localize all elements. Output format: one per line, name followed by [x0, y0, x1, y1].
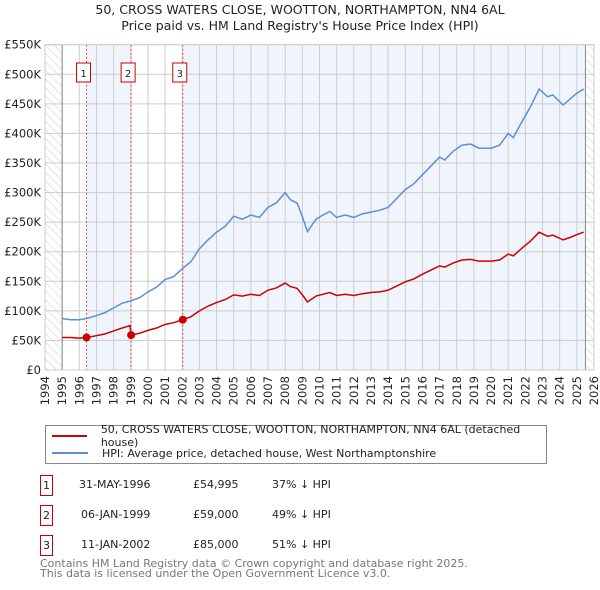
- sale-price: £59,000: [193, 508, 239, 521]
- x-tick-label: 1997: [89, 376, 103, 405]
- plot-area: 1994 1995 1996 1997 1998 1999 2000 2001 2002 2003…: [4, 38, 600, 406]
- sale-hpi-diff: 37% ↓ HPI: [272, 478, 331, 491]
- hatched-no-data-region: [585, 44, 594, 370]
- legend-item-property: 50, CROSS WATERS CLOSE, WOOTTON, NORTHAM…: [46, 423, 546, 449]
- x-tick-label: 2018: [450, 376, 464, 405]
- x-tick-label: 1998: [107, 376, 121, 405]
- x-tick-label: 2016: [415, 376, 429, 405]
- x-tick-label: 1996: [72, 376, 86, 405]
- y-tick-label: £200K: [4, 245, 41, 259]
- y-tick-label: £50K: [12, 333, 42, 347]
- sale-label-box: [120, 62, 136, 83]
- sale-label: 3: [177, 69, 183, 80]
- legend-label: 50, CROSS WATERS CLOSE, WOOTTON, NORTHAM…: [100, 423, 521, 449]
- sale-point: [82, 333, 91, 342]
- footer-licence: This data is licensed under the Open Gov…: [40, 567, 391, 580]
- sale-hpi-diff: 49% ↓ HPI: [272, 508, 331, 521]
- x-tick-label: 2026: [587, 376, 600, 405]
- x-tick-label: 2019: [467, 376, 481, 405]
- x-tick-label: 2006: [244, 376, 258, 405]
- sale-number-badge: 2: [40, 505, 53, 526]
- x-tick-label: 2005: [227, 376, 241, 405]
- legend-item-hpi: HPI: Average price, detached house, West…: [46, 445, 436, 461]
- x-tick-label: 2001: [158, 376, 172, 405]
- sale-price: £85,000: [193, 538, 239, 551]
- x-tick-label: 2012: [347, 376, 361, 405]
- sale-date: 31-MAY-1996: [79, 478, 151, 491]
- sale-label-box: [172, 62, 188, 83]
- price-paid-line: [62, 231, 584, 339]
- x-tick-label: 1995: [55, 376, 69, 405]
- sale-point: [127, 331, 136, 340]
- plot-border: [44, 44, 595, 371]
- legend-swatch-blue: [52, 452, 88, 454]
- footer-copyright: Contains HM Land Registry data © Crown c…: [40, 557, 468, 570]
- footer: Contains HM Land Registry data © Crown c…: [40, 557, 468, 580]
- x-tick-label: 2010: [313, 376, 327, 405]
- legend-swatch-red: [52, 435, 87, 437]
- sale-point: [178, 315, 187, 324]
- x-tick-label: 2013: [364, 376, 378, 405]
- shaded-region: [182, 44, 586, 370]
- x-tick-label: 2022: [518, 376, 532, 405]
- legend-label: HPI: Average price, detached house, West…: [102, 446, 437, 460]
- y-tick-label: £150K: [4, 274, 41, 288]
- hpi-line: [62, 87, 585, 321]
- sale-date: 11-JAN-2002: [81, 538, 151, 551]
- y-tick-label: £450K: [4, 97, 41, 111]
- chart-subtitle: Price paid vs. HM Land Registry's House …: [121, 18, 479, 33]
- sale-price: £54,995: [193, 478, 239, 491]
- sale-label: 2: [125, 69, 131, 80]
- y-tick-label: £550K: [4, 38, 41, 52]
- x-tick-label: 2000: [141, 376, 155, 405]
- y-tick-label: £500K: [4, 67, 41, 81]
- x-tick-label: 2007: [261, 376, 275, 405]
- sale-number-badge: 1: [40, 475, 53, 496]
- y-tick-label: £300K: [4, 186, 41, 200]
- sale-label: 1: [80, 69, 86, 80]
- x-tick-label: 2015: [398, 376, 412, 405]
- shaded-region: [86, 44, 132, 370]
- x-tick-label: 2021: [501, 376, 515, 405]
- y-tick-label: £0: [26, 363, 41, 377]
- legend: 50, CROSS WATERS CLOSE, WOOTTON, NORTHAM…: [45, 423, 547, 464]
- x-tick-label: 2024: [553, 376, 567, 405]
- x-tick-label: 2017: [433, 376, 447, 405]
- x-tick-label: 2002: [175, 376, 189, 405]
- x-tick-label: 2009: [295, 376, 309, 405]
- x-tick-label: 2014: [381, 376, 395, 405]
- y-tick-label: £250K: [4, 215, 41, 229]
- x-tick-label: 2023: [536, 376, 550, 405]
- chart-title: 50, CROSS WATERS CLOSE, WOOTTON, NORTHAM…: [95, 2, 505, 17]
- sale-hpi-diff: 51% ↓ HPI: [272, 538, 331, 551]
- hatched-no-data-region: [45, 44, 63, 370]
- y-tick-label: £350K: [4, 156, 41, 170]
- y-tick-label: £100K: [4, 304, 41, 318]
- x-tick-label: 2004: [210, 376, 224, 405]
- y-tick-label: £400K: [4, 126, 41, 140]
- x-tick-label: 2020: [484, 376, 498, 405]
- sale-label-box: [76, 62, 92, 83]
- x-tick-label: 1999: [124, 376, 138, 405]
- x-tick-label: 2025: [570, 376, 584, 405]
- x-tick-label: 2008: [278, 376, 292, 405]
- x-tick-label: 2003: [192, 376, 206, 405]
- x-tick-label: 1994: [38, 376, 52, 405]
- x-tick-label: 2011: [330, 376, 344, 405]
- sale-date: 06-JAN-1999: [81, 508, 151, 521]
- sale-number-badge: 3: [40, 535, 53, 556]
